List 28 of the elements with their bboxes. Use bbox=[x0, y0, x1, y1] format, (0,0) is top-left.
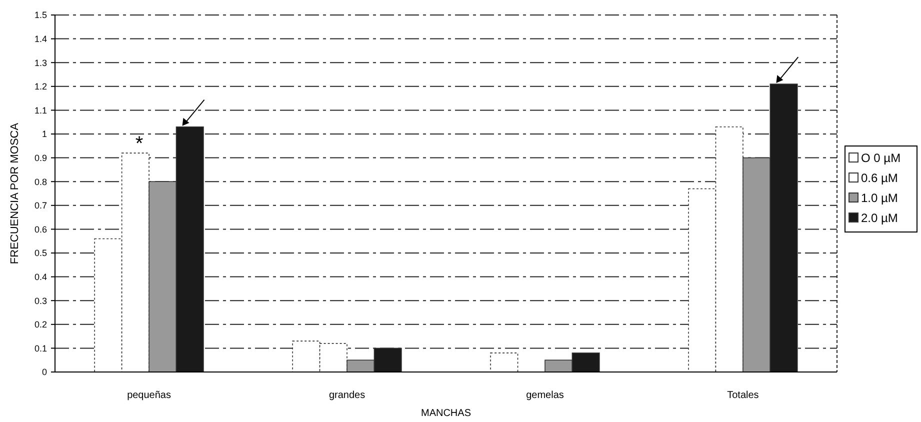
legend-label: 0.6 µM bbox=[861, 171, 898, 185]
y-tick-label: 0.5 bbox=[34, 248, 47, 258]
legend-label: 2.0 µM bbox=[861, 211, 898, 225]
annotation: * bbox=[135, 133, 144, 156]
y-tick-label: 0.9 bbox=[34, 152, 47, 163]
y-tick-label: 1.4 bbox=[34, 34, 47, 44]
x-axis-title: MANCHAS bbox=[420, 408, 472, 419]
y-tick-label: 0.7 bbox=[34, 200, 47, 211]
y-tick-label: 0 bbox=[42, 367, 47, 378]
y-tick-label: 0.3 bbox=[34, 296, 47, 306]
y-tick-label: 0.4 bbox=[34, 272, 47, 282]
y-tick-label: 0.2 bbox=[34, 320, 47, 330]
x-tick-label: gemelas bbox=[526, 390, 564, 401]
y-tick-label: 1 bbox=[42, 129, 47, 140]
x-tick-label: Totales bbox=[727, 390, 759, 401]
y-tick-label: 0.1 bbox=[34, 343, 47, 354]
y-tick-label: 0.8 bbox=[34, 176, 47, 187]
y-tick-label: 1.1 bbox=[34, 105, 47, 116]
y-axis-title: FRECUENCIA POR MOSCA bbox=[9, 122, 21, 264]
legend-label: O 0 µM bbox=[861, 151, 901, 165]
y-tick-label: 1.2 bbox=[34, 82, 47, 92]
legend-label: 1.0 µM bbox=[861, 191, 898, 205]
x-tick-label: grandes bbox=[328, 390, 366, 401]
bar bbox=[490, 352, 518, 372]
x-tick-label: pequeñas bbox=[127, 390, 172, 401]
y-tick-label: 0.6 bbox=[34, 224, 47, 234]
y-tick-label: 1.5 bbox=[34, 10, 47, 20]
y-tick-label: 1.3 bbox=[34, 58, 47, 68]
